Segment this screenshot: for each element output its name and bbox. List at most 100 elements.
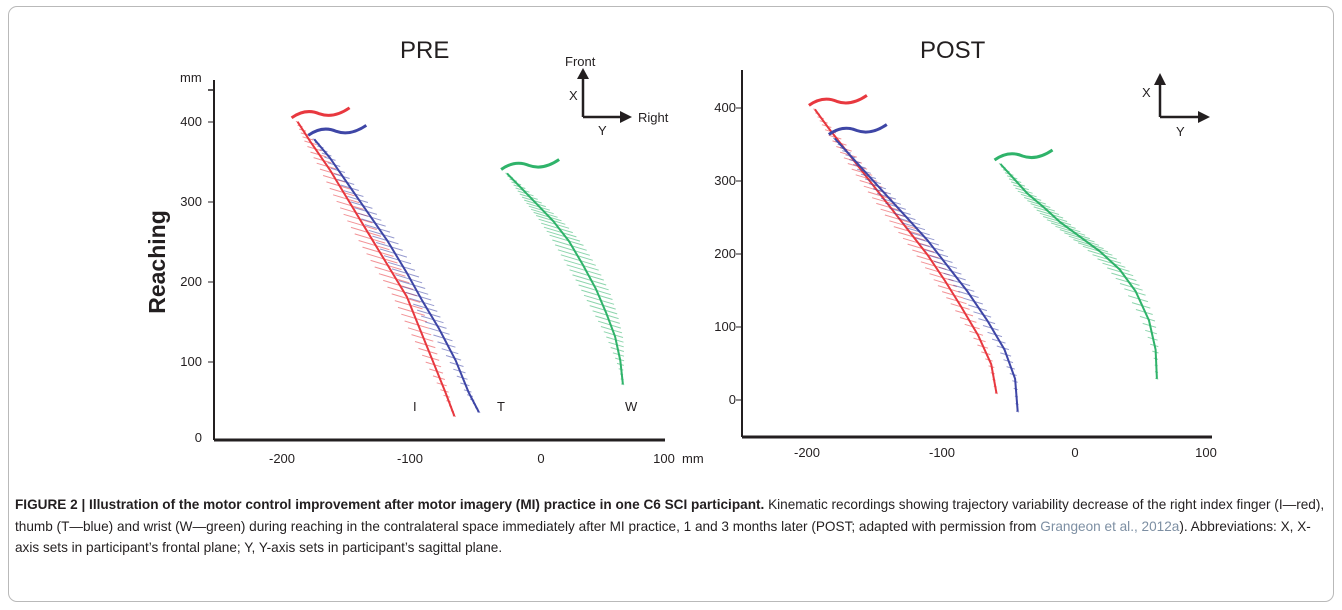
pre-thumb-variability-line — [357, 212, 382, 221]
pre-wrist-variability-line — [546, 230, 581, 242]
post-thumb-variability-line — [876, 193, 897, 200]
post-thumb-variability-line — [1000, 352, 1012, 357]
post-wrist-variability-line — [1142, 322, 1157, 328]
post-index-variability-line — [985, 358, 993, 362]
pre-wrist-variability-line — [552, 239, 587, 251]
pre-label-wrist: W — [625, 399, 638, 414]
post-thumb-variability-line — [856, 168, 871, 174]
post-index-variability-line — [819, 120, 828, 124]
pre-index-variability-line — [370, 259, 402, 271]
post-thumb-variability-line — [963, 297, 983, 305]
post-y-tick-100: 100 — [714, 319, 736, 334]
post-wrist-variability-line — [1046, 219, 1076, 229]
post-thumb-variability-line — [933, 260, 958, 269]
post-thumb-variability-line — [1013, 387, 1018, 391]
post-wrist-variability-line — [1050, 222, 1081, 233]
pre-index-variability-line — [297, 124, 303, 128]
post-index-variability-line — [941, 291, 964, 299]
pre-y-tick-200: 200 — [180, 274, 202, 289]
post-wrist-variability-line — [1000, 166, 1006, 169]
post-wrist-variability-line — [1015, 187, 1033, 194]
post-thumb-variability-line — [849, 159, 861, 164]
post-index-variability-line — [817, 116, 824, 120]
post-thumb-variability-line — [996, 345, 1010, 351]
pre-index-variability-line — [316, 162, 337, 170]
pre-wrist-variability-line — [549, 234, 584, 246]
pre-index-variability-line — [300, 132, 310, 137]
pre-index-variability-line — [401, 313, 428, 323]
pre-thumb-variability-line — [445, 355, 462, 361]
post-thumb-variability-line — [910, 232, 935, 241]
pre-thumb-variability-line — [312, 138, 316, 141]
post-thumb-variability-line — [835, 140, 840, 143]
post-wrist-variability-line — [1004, 172, 1014, 176]
pre-thumb-variability-line — [405, 291, 432, 301]
post-y-tick-200: 200 — [714, 246, 736, 261]
pre-thumb-variability-line — [477, 411, 481, 414]
post-wrist-variability-line — [1102, 262, 1130, 272]
post-thumb-variability-line — [902, 222, 926, 231]
pre-wrist-variability-line — [519, 193, 538, 200]
pre-wrist-variability-line — [592, 310, 619, 320]
pre-wrist-start-marker — [500, 158, 560, 171]
pre-thumb-variability-line — [368, 229, 395, 239]
pre-index-variability-line — [450, 410, 455, 413]
pre-thumb-variability-line — [472, 402, 477, 405]
figure-graphic: PRE mm 0 100 200 300 400 -200 -100 0 100… — [144, 37, 1217, 466]
pre-wrist-variability-line — [619, 373, 624, 376]
pre-legend-y: Y — [598, 123, 607, 138]
post-wrist-variability-line — [1107, 267, 1134, 277]
figure-frame — [8, 6, 1334, 602]
post-thumb-variability-line — [929, 255, 953, 263]
pre-wrist-variability-line — [597, 320, 622, 329]
pre-index-variability-line — [343, 213, 373, 224]
post-index-variability-line — [876, 202, 902, 212]
pre-index-variability-line — [446, 400, 451, 403]
pre-x-unit: mm — [682, 451, 704, 466]
citation-link[interactable]: Grangeon et al., 2012a — [1040, 518, 1180, 534]
post-index-variability-line — [889, 220, 917, 230]
pre-thumb-variability-line — [337, 178, 355, 185]
pre-wrist-variability-line — [578, 284, 611, 296]
post-index-variability-line — [851, 168, 873, 176]
pre-index-variability-line — [336, 200, 364, 210]
caption-text-1: Kinematic recordings showing trajectory … — [15, 497, 1325, 534]
pre-wrist-variability-line — [616, 362, 624, 366]
pre-thumb-variability-line — [347, 195, 369, 203]
post-thumb-variability-line — [924, 249, 949, 258]
post-wrist-variability-line — [1023, 197, 1046, 205]
post-wrist-variability-line — [1127, 295, 1149, 303]
pre-wrist-variability-line — [620, 378, 624, 381]
post-thumb-variability-line — [832, 137, 837, 140]
pre-index-variability-line — [421, 354, 440, 361]
pre-x-ticks: -200 -100 0 100 mm — [269, 451, 704, 466]
post-thumb-variability-line — [1015, 403, 1019, 405]
post-wrist-variability-line — [1006, 175, 1018, 180]
post-thumb-variability-line — [868, 183, 887, 190]
pre-thumb-variability-line — [379, 248, 408, 258]
post-thumb-variability-line — [872, 188, 892, 195]
post-wrist-variability-line — [1152, 350, 1159, 354]
post-wrist-variability-line — [1077, 242, 1109, 253]
pre-thumb-variability-line — [333, 173, 350, 179]
post-x-tick-0: 0 — [1071, 445, 1078, 460]
pre-thumb-variability-line — [449, 361, 464, 367]
post-y-tick-400: 400 — [714, 100, 736, 115]
pre-wrist-variability-line — [572, 274, 607, 286]
pre-index-variability-line — [366, 253, 398, 264]
post-thumb-variability-line — [1003, 359, 1014, 364]
pre-index-variability-line — [391, 293, 421, 303]
post-wrist-variability-line — [1002, 169, 1010, 173]
pre-thumb-variability-line — [456, 375, 468, 380]
pre-index-start-marker — [290, 106, 351, 120]
post-thumb-variability-line — [864, 178, 882, 185]
pre-thumb-variability-line — [376, 242, 403, 251]
pre-wrist-variability-line — [581, 289, 613, 300]
post-wrist-variability-line — [1154, 364, 1158, 367]
post-wrist-variability-line — [1115, 277, 1140, 286]
pre-index-variability-line — [407, 327, 432, 336]
post-wrist-variability-line — [1017, 190, 1037, 198]
post-thumb-variability-line — [853, 163, 866, 169]
pre-thumb-variability-line — [330, 167, 346, 173]
post-index-variability-line — [933, 279, 958, 288]
